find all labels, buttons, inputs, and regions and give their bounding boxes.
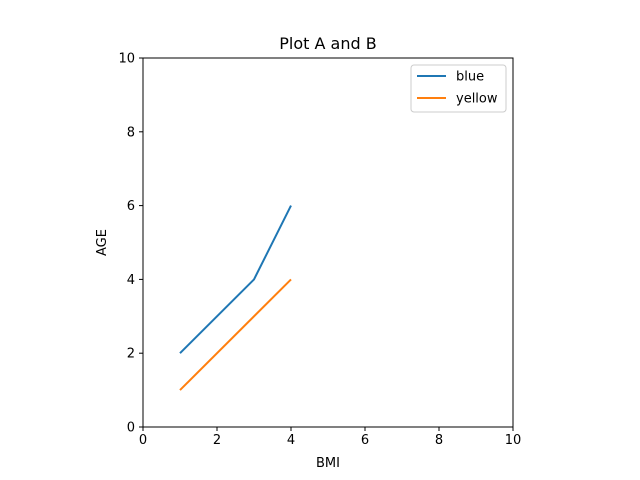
legend-label-yellow: yellow xyxy=(456,92,498,107)
x-tick-label-0: 0 xyxy=(139,433,147,448)
x-tick-label-5: 10 xyxy=(505,433,522,448)
y-tick-label-2: 4 xyxy=(127,273,135,288)
series-layer xyxy=(179,205,292,391)
x-axis-ticks: 0 2 4 6 8 10 xyxy=(139,427,521,448)
y-tick-label-1: 2 xyxy=(127,347,135,362)
x-tick-label-4: 8 xyxy=(435,433,443,448)
y-tick-label-5: 10 xyxy=(118,52,135,67)
x-tick-label-2: 4 xyxy=(287,433,295,448)
y-axis-label: AGE xyxy=(95,229,110,256)
x-tick-label-1: 2 xyxy=(213,433,221,448)
y-tick-label-4: 8 xyxy=(127,125,135,140)
chart-title: Plot A and B xyxy=(279,34,376,53)
legend: blue yellow xyxy=(410,64,507,113)
plot-area-frame xyxy=(142,57,514,428)
y-axis-ticks: 0 2 4 6 8 10 xyxy=(118,52,143,436)
x-tick-label-3: 6 xyxy=(361,433,369,448)
y-tick-label-0: 0 xyxy=(127,421,135,436)
x-axis-label: BMI xyxy=(316,456,340,471)
series-line-yellow xyxy=(179,278,292,391)
legend-label-blue: blue xyxy=(456,70,484,85)
y-tick-label-3: 6 xyxy=(127,199,135,214)
series-line-blue xyxy=(179,205,292,354)
